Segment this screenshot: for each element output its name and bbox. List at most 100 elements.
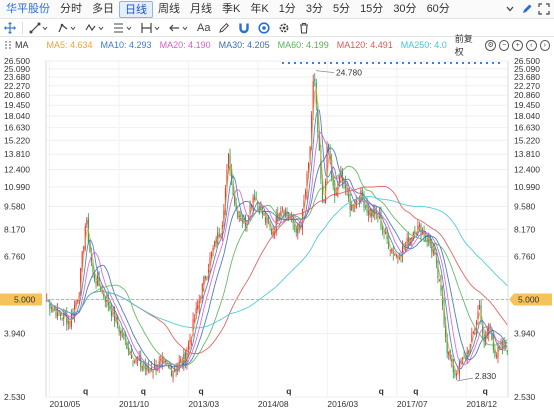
candle-body bbox=[471, 334, 473, 342]
y-tick-label-right: 16.630 bbox=[514, 123, 540, 133]
y-tick-label-left: 2.530 bbox=[4, 392, 26, 402]
line-tool-icon[interactable] bbox=[25, 20, 53, 36]
candle-body bbox=[395, 254, 397, 257]
candle-body bbox=[231, 168, 233, 179]
text-tool-icon[interactable]: Aa bbox=[197, 21, 211, 34]
candle-body bbox=[149, 370, 151, 372]
top-marker-dot bbox=[461, 61, 465, 65]
candle-body bbox=[500, 343, 502, 346]
y-tick-label-left: 23.680 bbox=[4, 72, 30, 82]
top-marker-dot bbox=[395, 61, 399, 65]
current-price-label-right: 5.000 bbox=[518, 295, 540, 305]
candle-body bbox=[326, 145, 328, 183]
tab-15min[interactable]: 15分 bbox=[360, 2, 384, 15]
candle-body bbox=[187, 343, 189, 352]
tab-1min[interactable]: 1分 bbox=[278, 2, 296, 15]
candle-body bbox=[394, 253, 396, 255]
tab-daily[interactable]: 日线 bbox=[119, 0, 153, 18]
candle-body bbox=[448, 351, 450, 355]
candle-body bbox=[77, 300, 79, 303]
candle-body bbox=[368, 209, 370, 216]
candle-body bbox=[346, 187, 348, 191]
tab-weekly[interactable]: 周线 bbox=[158, 2, 180, 15]
eye-icon[interactable] bbox=[254, 20, 274, 36]
tab-5min[interactable]: 5分 bbox=[332, 2, 351, 15]
candle-body bbox=[314, 78, 316, 81]
candle-body bbox=[455, 372, 457, 376]
candle-body bbox=[391, 248, 393, 252]
candle-body bbox=[229, 154, 231, 172]
zoom-out-icon[interactable]: − bbox=[498, 39, 510, 51]
wave-tool-icon[interactable] bbox=[81, 20, 109, 36]
y-tick-label-left: 9.580 bbox=[4, 202, 26, 212]
top-marker-dot bbox=[413, 61, 417, 65]
candle-body bbox=[443, 304, 445, 324]
arrow-tool-icon[interactable] bbox=[165, 20, 193, 36]
tab-30min[interactable]: 30分 bbox=[393, 2, 417, 15]
x-tick-label: 2013/03 bbox=[188, 399, 219, 409]
candle-body bbox=[93, 273, 96, 280]
scroll-right-icon[interactable]: › bbox=[539, 39, 551, 51]
chart-markers: 5.000 5.000 24.780 2.830 q q q q q q q bbox=[0, 61, 552, 396]
candle-body bbox=[311, 114, 313, 145]
settings-icon[interactable] bbox=[274, 20, 294, 36]
candle-body bbox=[175, 368, 177, 370]
candle-body bbox=[385, 231, 387, 235]
candle-body bbox=[421, 230, 424, 235]
candle-body bbox=[284, 210, 287, 217]
candle-body bbox=[218, 234, 220, 237]
y-tick-label-right: 25.090 bbox=[514, 64, 540, 74]
zoom-in-icon[interactable]: + bbox=[512, 39, 523, 51]
chevron-down-icon[interactable] bbox=[503, 3, 516, 16]
candle-body bbox=[80, 268, 82, 294]
pen-tool-icon[interactable] bbox=[214, 20, 234, 36]
min-annotation-label: 2.830 bbox=[475, 371, 497, 381]
candle-body bbox=[271, 228, 273, 234]
candle-body bbox=[130, 352, 133, 359]
scroll-left-icon[interactable]: ‹ bbox=[525, 39, 537, 51]
candle-body bbox=[426, 235, 428, 242]
candle-body bbox=[492, 336, 494, 350]
event-marker: q bbox=[379, 386, 384, 396]
candle-body bbox=[97, 276, 99, 286]
candle-body bbox=[398, 256, 400, 259]
candle-body bbox=[184, 352, 186, 364]
tab-yearly[interactable]: 年K bbox=[250, 2, 269, 15]
candle-body bbox=[289, 217, 291, 219]
candle-body bbox=[203, 276, 205, 286]
tab-quarterly[interactable]: 季K bbox=[222, 2, 241, 15]
interval-tool-icon[interactable] bbox=[137, 20, 165, 36]
settings-icon[interactable]: ⚙ bbox=[485, 39, 496, 51]
fib-tool-icon[interactable] bbox=[109, 20, 137, 36]
candle-body bbox=[445, 323, 447, 338]
tab-multi-day[interactable]: 多日 bbox=[92, 2, 114, 15]
y-tick-label-left: 6.760 bbox=[4, 251, 26, 261]
adjust-mode-select[interactable]: 前复权 bbox=[454, 34, 473, 57]
candle-body bbox=[308, 162, 310, 173]
candle-body bbox=[169, 366, 171, 369]
candle-body bbox=[477, 311, 479, 320]
draw-pen-icon[interactable] bbox=[520, 3, 533, 16]
candle-body bbox=[167, 366, 169, 367]
delete-icon[interactable] bbox=[294, 20, 314, 36]
tab-monthly[interactable]: 月线 bbox=[190, 2, 212, 15]
move-handle-icon[interactable] bbox=[0, 37, 15, 53]
magnet-icon[interactable] bbox=[234, 20, 254, 36]
candle-body bbox=[134, 360, 136, 362]
candle-body bbox=[440, 281, 442, 292]
path-tool-icon[interactable] bbox=[53, 20, 81, 36]
ma-toggle[interactable]: MA bbox=[15, 40, 29, 50]
ma-legend-bar: MA MA5: 4.634 MA10: 4.293 MA20: 4.190 MA… bbox=[0, 34, 554, 57]
tab-3min[interactable]: 3分 bbox=[305, 2, 323, 15]
candlestick-series bbox=[46, 73, 508, 383]
crosshair-icon[interactable] bbox=[0, 20, 20, 36]
stock-name[interactable]: 华平股份 bbox=[6, 2, 50, 15]
tab-intraday[interactable]: 分时 bbox=[60, 2, 82, 15]
candle-body bbox=[109, 303, 111, 310]
fullscreen-icon[interactable] bbox=[537, 3, 550, 16]
y-tick-label-right: 15.220 bbox=[514, 135, 540, 145]
tab-60min[interactable]: 60分 bbox=[426, 2, 450, 15]
y-tick-label-right: 18.040 bbox=[514, 111, 540, 121]
candle-body bbox=[482, 325, 484, 334]
